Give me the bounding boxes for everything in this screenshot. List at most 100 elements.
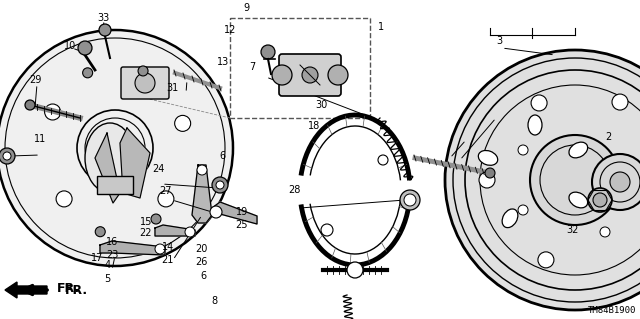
Text: TM84B1900: TM84B1900 [588, 306, 636, 315]
Circle shape [45, 104, 61, 120]
Text: 31: 31 [166, 83, 179, 93]
Text: 8: 8 [211, 296, 218, 307]
Circle shape [158, 191, 174, 207]
Circle shape [212, 177, 228, 193]
Ellipse shape [502, 209, 518, 228]
Circle shape [0, 148, 15, 164]
Text: 2: 2 [605, 132, 611, 142]
Polygon shape [120, 128, 150, 198]
Text: 7: 7 [250, 62, 256, 72]
Circle shape [503, 143, 567, 207]
Circle shape [185, 227, 195, 237]
Text: 30: 30 [315, 100, 328, 110]
Text: 5: 5 [104, 274, 111, 284]
Text: 13: 13 [216, 57, 229, 67]
Text: 1: 1 [378, 22, 384, 32]
Text: 25: 25 [236, 220, 248, 230]
Bar [97, 176, 133, 194]
Circle shape [530, 135, 620, 225]
Polygon shape [192, 165, 212, 223]
Circle shape [138, 66, 148, 76]
Circle shape [272, 65, 292, 85]
Ellipse shape [569, 142, 588, 158]
Circle shape [0, 30, 233, 266]
Circle shape [518, 145, 528, 155]
Text: 22: 22 [140, 228, 152, 238]
Text: 23: 23 [106, 250, 118, 260]
Circle shape [612, 94, 628, 110]
Circle shape [328, 65, 348, 85]
Text: 17: 17 [91, 253, 104, 263]
Text: 6: 6 [200, 271, 207, 281]
Circle shape [592, 154, 640, 210]
Circle shape [3, 152, 11, 160]
Ellipse shape [478, 151, 498, 165]
FancyBboxPatch shape [279, 54, 341, 96]
Text: 3: 3 [496, 36, 502, 47]
Text: 9: 9 [243, 3, 250, 13]
Text: 27: 27 [159, 186, 172, 197]
Polygon shape [95, 133, 120, 203]
Circle shape [261, 45, 275, 59]
Text: 26: 26 [195, 256, 208, 267]
Circle shape [518, 205, 528, 215]
Circle shape [538, 252, 554, 268]
Circle shape [531, 95, 547, 111]
Polygon shape [155, 225, 195, 236]
Circle shape [99, 24, 111, 36]
Text: 6: 6 [220, 151, 226, 161]
FancyArrow shape [5, 282, 47, 298]
Text: 16: 16 [106, 237, 118, 248]
Circle shape [588, 188, 612, 212]
Polygon shape [100, 241, 165, 255]
Polygon shape [212, 202, 257, 224]
Text: 28: 28 [288, 185, 301, 195]
Text: 21: 21 [161, 255, 174, 265]
Text: 32: 32 [566, 225, 579, 235]
Circle shape [83, 68, 93, 78]
Text: FR.: FR. [57, 283, 80, 295]
Text: 20: 20 [195, 244, 208, 254]
Text: 4: 4 [104, 260, 111, 270]
Circle shape [479, 172, 495, 188]
Ellipse shape [85, 123, 135, 193]
Circle shape [135, 73, 155, 93]
Text: 10: 10 [64, 41, 77, 51]
Circle shape [610, 172, 630, 192]
Bar [230, 18, 370, 118]
Circle shape [197, 165, 207, 175]
Circle shape [95, 227, 105, 237]
Text: 29: 29 [29, 75, 42, 85]
Circle shape [485, 168, 495, 178]
Circle shape [56, 191, 72, 207]
Circle shape [519, 159, 551, 191]
Circle shape [210, 206, 222, 218]
Circle shape [347, 262, 363, 278]
Circle shape [151, 214, 161, 224]
Circle shape [400, 190, 420, 210]
Circle shape [404, 194, 416, 206]
Circle shape [600, 227, 610, 237]
Circle shape [25, 100, 35, 110]
Text: 18: 18 [307, 121, 320, 131]
Circle shape [216, 181, 224, 189]
Circle shape [321, 224, 333, 236]
Circle shape [593, 193, 607, 207]
Circle shape [378, 155, 388, 165]
Circle shape [302, 67, 318, 83]
FancyBboxPatch shape [121, 67, 169, 99]
Ellipse shape [569, 192, 588, 208]
Circle shape [175, 115, 191, 131]
Text: 11: 11 [33, 134, 46, 144]
Text: 15: 15 [140, 217, 152, 227]
Circle shape [460, 100, 610, 250]
Text: 14: 14 [161, 242, 174, 252]
Text: FR.: FR. [65, 284, 88, 296]
Circle shape [445, 50, 640, 310]
Ellipse shape [528, 115, 542, 135]
Text: 19: 19 [236, 207, 248, 217]
Circle shape [155, 244, 165, 254]
Circle shape [78, 41, 92, 55]
Text: 12: 12 [224, 25, 237, 35]
Text: 24: 24 [152, 164, 165, 174]
